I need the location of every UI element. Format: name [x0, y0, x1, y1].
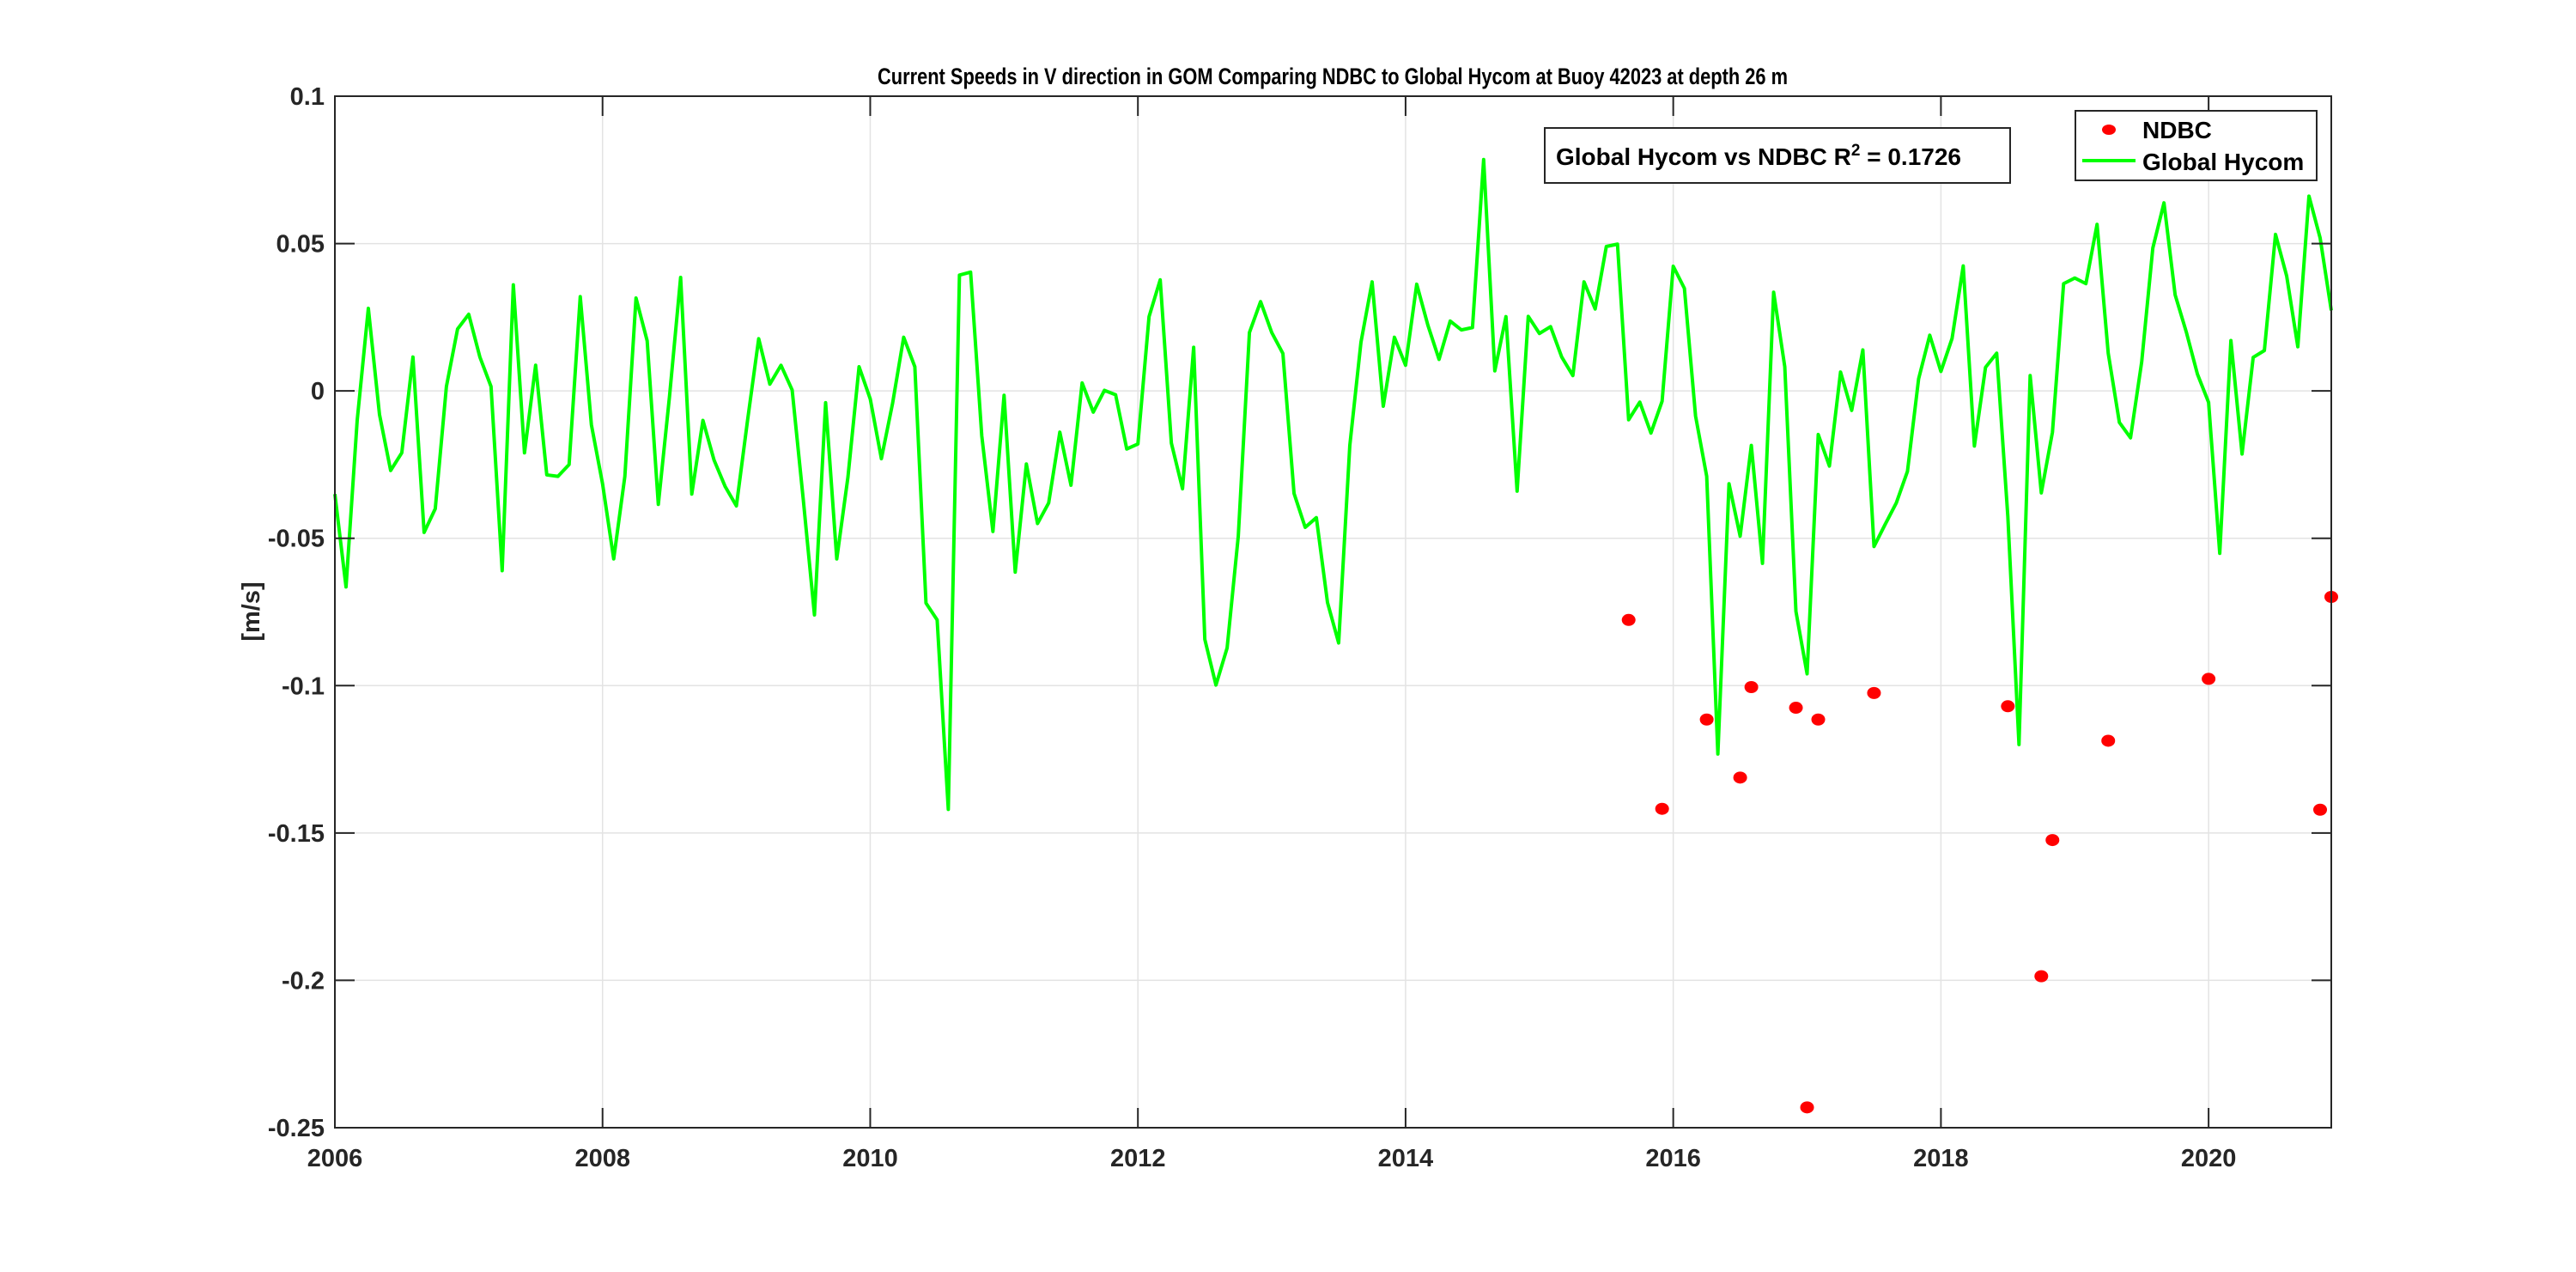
y-tick-label: -0.15: [268, 820, 325, 848]
ndbc-point: [1744, 681, 1759, 694]
x-tick-label: 2020: [2181, 1145, 2237, 1172]
legend-ndbc-marker: [2102, 125, 2116, 135]
ndbc-point: [1699, 713, 1714, 726]
ndbc-point: [2034, 970, 2049, 983]
ndbc-point: [2101, 734, 2116, 747]
x-tick-label: 2006: [307, 1145, 363, 1172]
y-tick-label: -0.25: [268, 1115, 325, 1142]
ndbc-point: [1867, 686, 1881, 699]
ndbc-point: [1800, 1101, 1814, 1114]
y-tick-label: -0.1: [282, 673, 325, 700]
y-tick-label: 0.05: [276, 231, 325, 259]
legend-hycom-label: Global Hycom: [2142, 149, 2304, 175]
x-tick-label: 2016: [1645, 1145, 1701, 1172]
global-hycom-line: [333, 157, 2333, 812]
ndbc-point: [1621, 613, 1636, 626]
ndbc-point: [2045, 834, 2060, 847]
x-tick-label: 2008: [574, 1145, 630, 1172]
y-tick-label: -0.2: [282, 967, 325, 995]
y-tick-label: 0: [311, 378, 325, 405]
x-tick-label: 2014: [1378, 1145, 1434, 1172]
annotation-suffix: = 0.1726: [1860, 143, 1961, 170]
y-tick-label: 0.1: [290, 83, 325, 111]
grid: [334, 95, 2331, 1129]
ndbc-point: [1655, 802, 1669, 815]
plot-series: [333, 157, 2338, 1114]
annotation-prefix: Global Hycom vs NDBC R: [1556, 143, 1851, 170]
x-tick-label: 2010: [842, 1145, 898, 1172]
ndbc-point: [2202, 673, 2216, 685]
legend: NDBC Global Hycom: [2075, 110, 2318, 181]
axes-box: [334, 95, 2332, 1129]
x-tick-label: 2018: [1913, 1145, 1969, 1172]
r-squared-annotation: Global Hycom vs NDBC R2 = 0.1726: [1544, 127, 2011, 184]
y-axis-label: [m/s]: [238, 581, 265, 641]
svg-text:Global Hycom vs NDBC R2 = 0.17: Global Hycom vs NDBC R2 = 0.1726: [1556, 142, 1961, 170]
ndbc-point: [2001, 700, 2015, 713]
x-tick-label: 2012: [1110, 1145, 1166, 1172]
ndbc-point: [1733, 771, 1747, 784]
ndbc-point: [2313, 803, 2328, 816]
ndbc-point: [1811, 713, 1826, 726]
legend-ndbc-label: NDBC: [2142, 117, 2212, 143]
ndbc-point: [1789, 702, 1803, 715]
annotation-superscript: 2: [1851, 142, 1861, 160]
y-tick-label: -0.05: [268, 526, 325, 553]
axis-ticks: 2006 2008 2010 2012 2014 2016 2018 2020 0.1 0.05 0…: [268, 83, 2331, 1172]
chart-title: Current Speeds in V direction in GOM Com…: [878, 64, 1788, 89]
